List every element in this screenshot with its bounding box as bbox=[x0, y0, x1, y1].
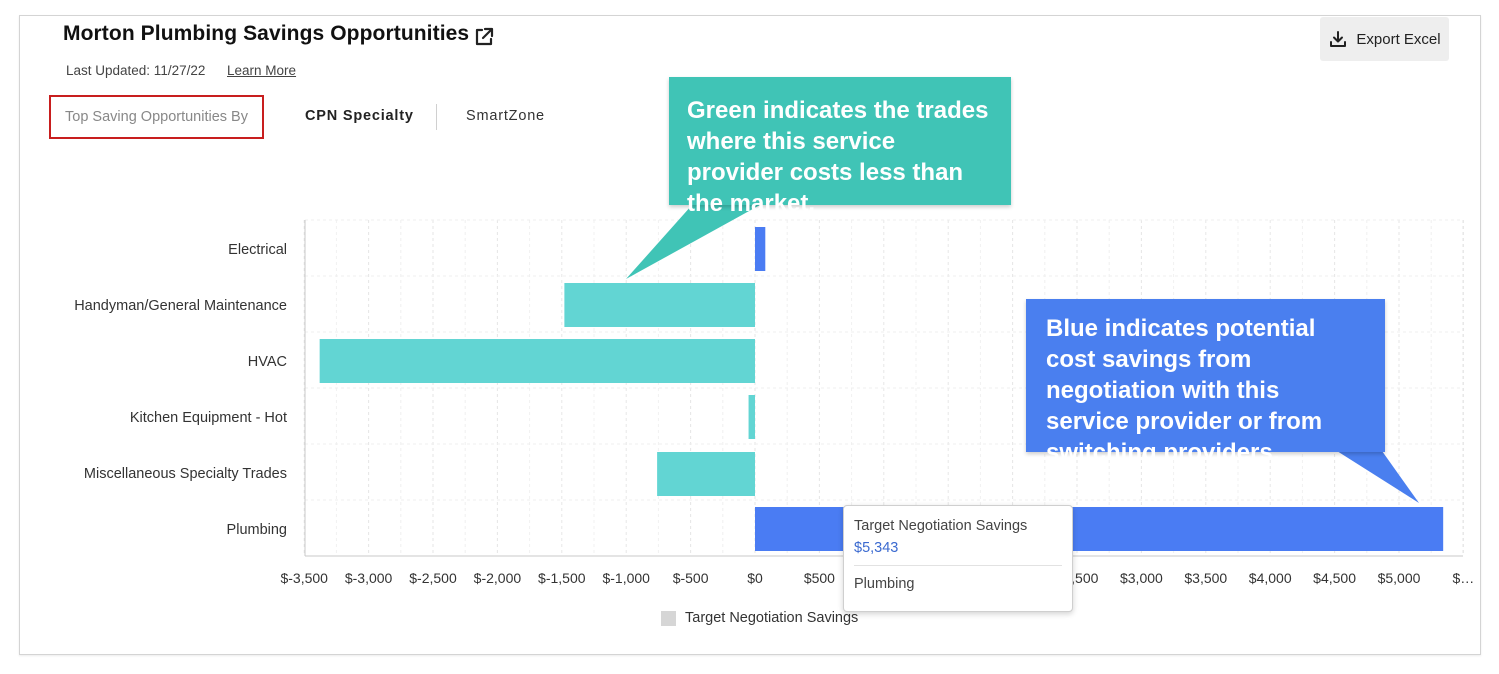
chart-legend[interactable]: Target Negotiation Savings bbox=[661, 610, 858, 626]
x-tick-label: $0 bbox=[747, 570, 763, 586]
tooltip-category: Plumbing bbox=[854, 576, 915, 592]
x-tick-label: $4,000 bbox=[1249, 570, 1292, 586]
green-callout: Green indicates the trades where this se… bbox=[669, 77, 1011, 217]
blue-callout-pointer bbox=[1337, 451, 1419, 503]
x-tick-label: $500 bbox=[804, 570, 835, 586]
bar-kitchen-equipment-hot bbox=[748, 395, 755, 439]
x-tick-label: $-1,500 bbox=[538, 570, 586, 586]
saving-opportunities-by-label: Top Saving Opportunities By bbox=[49, 95, 264, 139]
tab-divider bbox=[436, 104, 437, 130]
x-tick-label: $3,000 bbox=[1120, 570, 1163, 586]
learn-more-link[interactable]: Learn More bbox=[227, 63, 297, 78]
legend-label: Target Negotiation Savings bbox=[685, 610, 859, 626]
x-tick-label: $3,500 bbox=[1184, 570, 1227, 586]
green-callout-pointer bbox=[626, 205, 760, 279]
x-tick-label: $-2,500 bbox=[409, 570, 457, 586]
chart-tooltip: Target Negotiation Savings $5,343 Plumbi… bbox=[843, 505, 1073, 612]
y-tick-label: Kitchen Equipment - Hot bbox=[130, 410, 287, 426]
bar-electrical bbox=[755, 227, 766, 271]
tab-cpn-specialty[interactable]: CPN Specialty bbox=[305, 108, 414, 124]
bar-hvac bbox=[319, 339, 755, 383]
tooltip-series-label: Target Negotiation Savings bbox=[854, 518, 1028, 534]
x-tick-label: $5,000 bbox=[1378, 570, 1421, 586]
x-tick-label: $-2,000 bbox=[474, 570, 522, 586]
blue-callout: Blue indicates potential cost savings fr… bbox=[1026, 299, 1385, 466]
y-tick-label: Handyman/General Maintenance bbox=[74, 298, 287, 314]
y-tick-label: Miscellaneous Specialty Trades bbox=[84, 466, 287, 482]
x-tick-label: $-3,500 bbox=[280, 570, 328, 586]
x-tick-label: $-1,000 bbox=[602, 570, 650, 586]
x-tick-label: $4,500 bbox=[1313, 570, 1356, 586]
download-icon bbox=[1330, 31, 1347, 47]
bar-handyman-general-maintenance bbox=[564, 283, 755, 327]
tooltip-value: $5,343 bbox=[854, 540, 899, 556]
x-tick-label: $… bbox=[1453, 570, 1475, 586]
y-tick-label: HVAC bbox=[248, 354, 287, 370]
export-excel-button[interactable]: Export Excel bbox=[1320, 17, 1449, 61]
x-tick-label: $-500 bbox=[673, 570, 709, 586]
y-tick-label: Plumbing bbox=[227, 522, 287, 538]
page-title: Morton Plumbing Savings Opportunities bbox=[63, 22, 470, 45]
export-excel-label: Export Excel bbox=[1356, 30, 1441, 48]
y-tick-label: Electrical bbox=[228, 242, 287, 258]
bar-miscellaneous-specialty-trades bbox=[657, 452, 755, 496]
tab-smartzone[interactable]: SmartZone bbox=[466, 108, 545, 124]
external-link-icon[interactable] bbox=[472, 25, 496, 49]
tooltip-divider bbox=[854, 565, 1062, 566]
x-tick-label: $-3,000 bbox=[345, 570, 393, 586]
last-updated-text: Last Updated: 11/27/22 bbox=[66, 63, 206, 78]
legend-swatch bbox=[661, 610, 676, 626]
